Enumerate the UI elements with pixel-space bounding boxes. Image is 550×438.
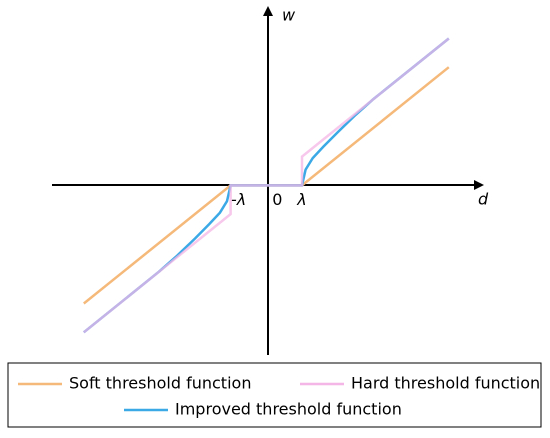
legend-label: Soft threshold function bbox=[69, 374, 251, 393]
x-tick-label: -λ bbox=[231, 190, 246, 209]
series-line bbox=[83, 37, 450, 334]
x-tick-label: λ bbox=[296, 190, 306, 209]
x-tick-label: 0 bbox=[272, 190, 282, 209]
legend-label: Hard threshold function bbox=[351, 374, 540, 393]
legend-label: Improved threshold function bbox=[175, 400, 402, 419]
legend-box bbox=[7, 362, 542, 428]
x-axis-label: d bbox=[478, 190, 489, 209]
y-axis-label: w bbox=[282, 6, 296, 25]
